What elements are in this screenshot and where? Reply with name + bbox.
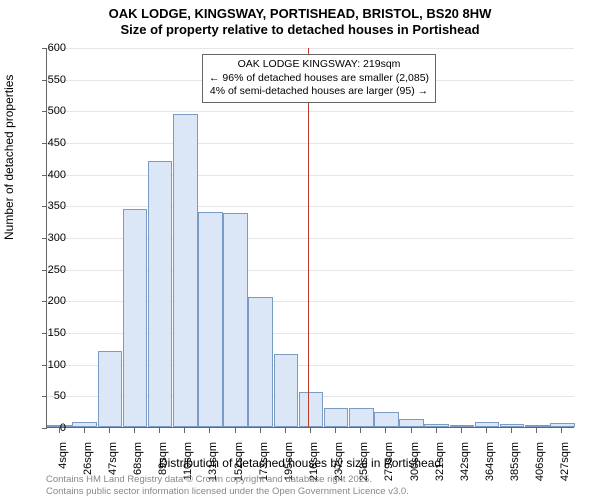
- histogram-bar: [500, 424, 525, 427]
- y-tick-label: 200: [26, 295, 66, 307]
- y-tick-label: 100: [26, 359, 66, 371]
- x-tick-mark: [511, 428, 512, 433]
- x-tick-mark: [209, 428, 210, 433]
- histogram-bar: [475, 422, 500, 427]
- x-axis-label: Distribution of detached houses by size …: [0, 456, 600, 470]
- title-line-1: OAK LODGE, KINGSWAY, PORTISHEAD, BRISTOL…: [0, 6, 600, 22]
- x-tick-mark: [109, 428, 110, 433]
- x-tick-mark: [360, 428, 361, 433]
- reference-line: [308, 48, 309, 427]
- x-tick-label: 300sqm: [409, 442, 421, 502]
- x-tick-mark: [84, 428, 85, 433]
- y-tick-label: 600: [26, 42, 66, 54]
- y-tick-label: 450: [26, 137, 66, 149]
- footer-line-2: Contains public sector information licen…: [46, 486, 409, 498]
- x-tick-label: 342sqm: [459, 442, 471, 502]
- footer-line-1: Contains HM Land Registry data © Crown c…: [46, 474, 409, 486]
- plot-area: OAK LODGE KINGSWAY: 219sqm← 96% of detac…: [46, 48, 574, 428]
- y-tick-label: 550: [26, 74, 66, 86]
- x-tick-mark: [335, 428, 336, 433]
- gridline: [47, 48, 574, 49]
- histogram-bar: [424, 424, 449, 427]
- footer-attribution: Contains HM Land Registry data © Crown c…: [46, 474, 409, 498]
- x-tick-mark: [385, 428, 386, 433]
- x-tick-mark: [536, 428, 537, 433]
- histogram-bar: [198, 212, 223, 427]
- gridline: [47, 206, 574, 207]
- x-tick-mark: [184, 428, 185, 433]
- annotation-line: ← 96% of detached houses are smaller (2,…: [209, 72, 429, 86]
- x-tick-label: 321sqm: [434, 442, 446, 502]
- histogram-bar: [98, 351, 123, 427]
- x-tick-mark: [235, 428, 236, 433]
- histogram-bar: [525, 425, 550, 427]
- x-tick-label: 427sqm: [559, 442, 571, 502]
- annotation-line: OAK LODGE KINGSWAY: 219sqm: [209, 58, 429, 72]
- title-line-2: Size of property relative to detached ho…: [0, 22, 600, 38]
- histogram-bar: [148, 161, 173, 427]
- histogram-bar: [550, 423, 575, 427]
- histogram-bar: [324, 408, 349, 427]
- y-tick-label: 350: [26, 200, 66, 212]
- histogram-bar: [72, 422, 97, 427]
- histogram-bar: [123, 209, 148, 428]
- x-tick-mark: [134, 428, 135, 433]
- y-tick-label: 150: [26, 327, 66, 339]
- histogram-bar: [349, 408, 374, 427]
- histogram-bar: [450, 425, 475, 427]
- y-tick-label: 500: [26, 105, 66, 117]
- x-tick-label: 406sqm: [534, 442, 546, 502]
- x-tick-label: 364sqm: [484, 442, 496, 502]
- y-tick-label: 400: [26, 169, 66, 181]
- y-tick-label: 50: [26, 390, 66, 402]
- chart-title-block: OAK LODGE, KINGSWAY, PORTISHEAD, BRISTOL…: [0, 0, 600, 39]
- y-tick-label: 250: [26, 264, 66, 276]
- x-tick-mark: [159, 428, 160, 433]
- y-axis-label: Number of detached properties: [2, 75, 16, 240]
- x-tick-label: 385sqm: [509, 442, 521, 502]
- chart-area: OAK LODGE KINGSWAY: 219sqm← 96% of detac…: [46, 48, 574, 428]
- x-tick-mark: [260, 428, 261, 433]
- x-tick-mark: [486, 428, 487, 433]
- histogram-bar: [223, 213, 248, 427]
- x-tick-mark: [310, 428, 311, 433]
- x-tick-mark: [411, 428, 412, 433]
- y-tick-label: 300: [26, 232, 66, 244]
- x-tick-mark: [561, 428, 562, 433]
- histogram-bar: [399, 419, 424, 427]
- gridline: [47, 111, 574, 112]
- x-tick-mark: [461, 428, 462, 433]
- gridline: [47, 143, 574, 144]
- gridline: [47, 175, 574, 176]
- histogram-bar: [374, 412, 399, 427]
- histogram-bar: [248, 297, 273, 427]
- histogram-bar: [173, 114, 198, 428]
- x-tick-mark: [285, 428, 286, 433]
- histogram-bar: [274, 354, 299, 427]
- y-tick-label: 0: [26, 422, 66, 434]
- x-tick-mark: [436, 428, 437, 433]
- annotation-box: OAK LODGE KINGSWAY: 219sqm← 96% of detac…: [202, 54, 436, 103]
- histogram-bar: [299, 392, 324, 427]
- annotation-line: 4% of semi-detached houses are larger (9…: [209, 85, 429, 99]
